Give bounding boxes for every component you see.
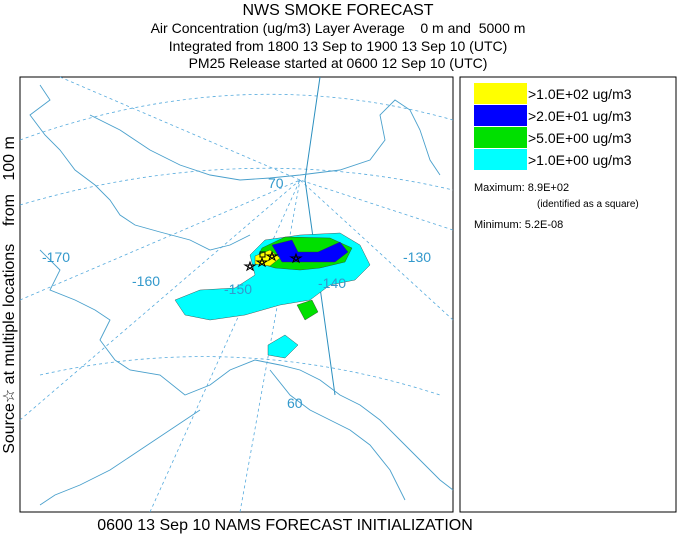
coastline <box>39 249 454 491</box>
longitude-label: -140 <box>318 275 346 291</box>
border-line <box>304 76 336 396</box>
coastline <box>269 369 406 501</box>
latitude-label: 70 <box>268 175 284 191</box>
plume-layer <box>254 249 281 267</box>
source-marker <box>289 252 303 264</box>
subtitle: Air Concentration (ug/m3) Layer Average … <box>151 20 526 36</box>
longitude-label: -130 <box>403 249 431 265</box>
legend-swatch <box>474 149 527 170</box>
longitude-label: -170 <box>42 249 70 265</box>
coastline <box>39 409 201 506</box>
maximum-square <box>259 251 266 258</box>
graticule-line <box>39 356 441 396</box>
map-frame <box>19 76 454 513</box>
maximum: Maximum: 8.9E+02 <box>474 182 569 194</box>
legend: >1.0E+02 ug/m3 >2.0E+01 ug/m3 >5.0E+00 ug/… <box>474 83 632 170</box>
graticule-line <box>59 76 301 181</box>
longitude-label: -160 <box>132 273 160 289</box>
maximum-note: (identified as a square) <box>537 199 639 210</box>
map: -170 -160 -150 -140 -130 70 60 <box>19 76 454 513</box>
source-marker <box>255 256 269 268</box>
graticule-line <box>299 179 454 321</box>
graticule-line <box>19 179 301 421</box>
graticule-line <box>19 179 301 301</box>
source-markers <box>243 250 303 272</box>
source-marker <box>243 260 257 272</box>
minimum: Minimum: 5.2E-08 <box>474 219 563 231</box>
graticule-line <box>19 167 454 206</box>
subtitle: PM25 Release started at 0600 12 Sep 10 (… <box>189 55 488 71</box>
latitude-label: 60 <box>287 395 303 411</box>
subtitle: Integrated from 1800 13 Sep to 1900 13 S… <box>169 38 508 54</box>
plume-layer <box>296 299 319 321</box>
source-marker <box>265 250 279 262</box>
graticule-line <box>299 179 454 231</box>
footer: 0600 13 Sep 10 NAMS FORECAST INITIALIZAT… <box>97 517 473 534</box>
longitude-label: -150 <box>224 281 252 297</box>
legend-frame <box>459 76 677 513</box>
coastline <box>89 99 441 181</box>
legend-swatch <box>474 83 527 104</box>
legend-label: >2.0E+01 ug/m3 <box>528 108 632 124</box>
graticule-line <box>19 93 454 141</box>
legend-swatch <box>474 127 527 148</box>
title: NWS SMOKE FORECAST <box>242 2 433 19</box>
legend-swatch <box>474 105 527 126</box>
legend-label: >1.0E+02 ug/m3 <box>528 86 632 102</box>
side-label: Source☆ at multiple locations from 100 m <box>1 136 18 454</box>
coastline <box>29 84 251 251</box>
plume-layer <box>267 334 299 359</box>
legend-label: >5.0E+00 ug/m3 <box>528 130 632 146</box>
graticule-line <box>149 179 301 513</box>
legend-label: >1.0E+00 ug/m3 <box>528 152 632 168</box>
smoke-plume <box>174 232 371 359</box>
